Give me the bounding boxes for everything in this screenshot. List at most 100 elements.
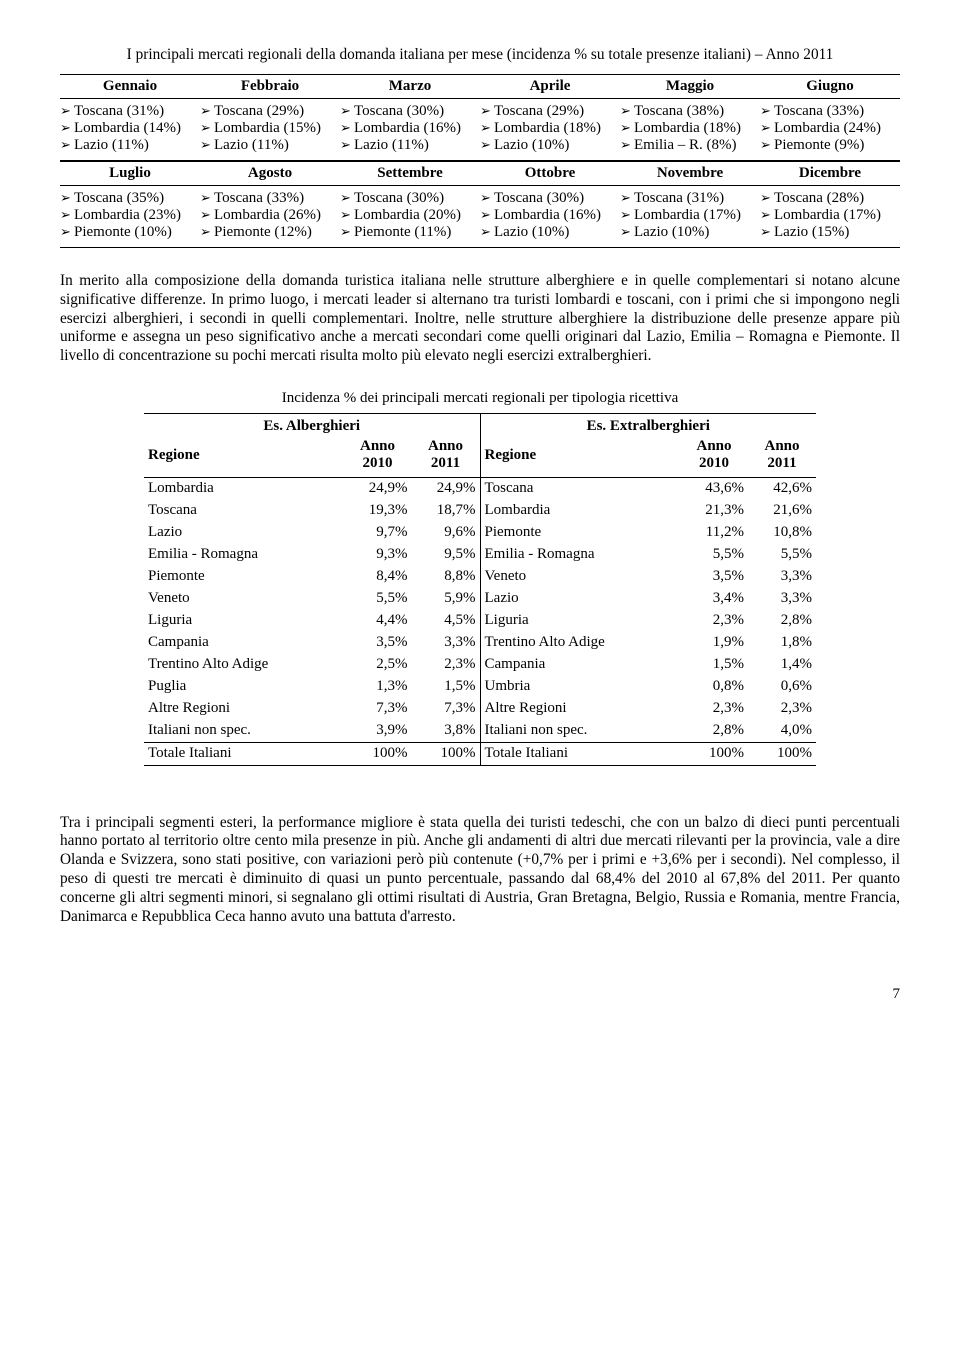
value-cell: 9,6% bbox=[412, 522, 480, 544]
paragraph-2: Tra i principali segmenti esteri, la per… bbox=[60, 814, 900, 927]
month-header: Dicembre bbox=[760, 162, 900, 186]
market-item: Piemonte (9%) bbox=[760, 137, 898, 154]
market-item: Lombardia (23%) bbox=[60, 207, 198, 224]
col-2011: Anno2011 bbox=[748, 437, 816, 477]
month-cell: Toscana (28%)Lombardia (17%)Lazio (15%) bbox=[760, 186, 900, 248]
side-title-right: Es. Extralberghieri bbox=[481, 414, 817, 437]
table-row: Trentino Alto Adige2,5%2,3% bbox=[144, 654, 480, 676]
value-cell: 3,8% bbox=[412, 720, 480, 743]
market-item: Lombardia (20%) bbox=[340, 207, 478, 224]
value-cell: 8,8% bbox=[412, 566, 480, 588]
table-row: Emilia - Romagna5,5%5,5% bbox=[481, 544, 817, 566]
region-cell: Italiani non spec. bbox=[481, 720, 681, 743]
market-item: Lazio (11%) bbox=[340, 137, 478, 154]
month-cell: Toscana (31%)Lombardia (14%)Lazio (11%) bbox=[60, 99, 200, 161]
market-item: Lazio (10%) bbox=[620, 224, 758, 241]
month-cell: Toscana (30%)Lombardia (16%)Lazio (11%) bbox=[340, 99, 480, 161]
month-cell: Toscana (38%)Lombardia (18%)Emilia – R. … bbox=[620, 99, 760, 161]
value-cell: 9,3% bbox=[344, 544, 412, 566]
market-item: Lombardia (18%) bbox=[620, 120, 758, 137]
value-cell: 4,4% bbox=[344, 610, 412, 632]
total-row: Totale Italiani100%100% bbox=[144, 742, 480, 765]
value-cell: 42,6% bbox=[748, 477, 816, 500]
value-cell: 1,8% bbox=[748, 632, 816, 654]
value-cell: 3,5% bbox=[680, 566, 748, 588]
value-cell: 21,3% bbox=[680, 500, 748, 522]
value-cell: 7,3% bbox=[412, 698, 480, 720]
value-cell: 5,5% bbox=[680, 544, 748, 566]
table-row: Lombardia21,3%21,6% bbox=[481, 500, 817, 522]
market-item: Lombardia (15%) bbox=[200, 120, 338, 137]
value-cell: 2,8% bbox=[748, 610, 816, 632]
market-item: Lombardia (17%) bbox=[620, 207, 758, 224]
region-cell: Trentino Alto Adige bbox=[144, 654, 344, 676]
market-item: Toscana (30%) bbox=[340, 103, 478, 120]
value-cell: 0,6% bbox=[748, 676, 816, 698]
market-item: Toscana (29%) bbox=[480, 103, 618, 120]
region-cell: Trentino Alto Adige bbox=[481, 632, 681, 654]
region-cell: Lombardia bbox=[481, 500, 681, 522]
market-item: Piemonte (12%) bbox=[200, 224, 338, 241]
month-cell: Toscana (31%)Lombardia (17%)Lazio (10%) bbox=[620, 186, 760, 248]
value-cell: 1,5% bbox=[680, 654, 748, 676]
market-item: Toscana (31%) bbox=[60, 103, 198, 120]
incidence-title: Incidenza % dei principali mercati regio… bbox=[60, 390, 900, 407]
region-cell: Piemonte bbox=[144, 566, 344, 588]
region-cell: Liguria bbox=[144, 610, 344, 632]
value-cell: 5,5% bbox=[344, 588, 412, 610]
month-header: Ottobre bbox=[480, 162, 620, 186]
market-item: Toscana (29%) bbox=[200, 103, 338, 120]
col-2010: Anno2010 bbox=[680, 437, 748, 477]
region-cell: Altre Regioni bbox=[144, 698, 344, 720]
month-cell: Toscana (30%)Lombardia (16%)Lazio (10%) bbox=[480, 186, 620, 248]
value-cell: 3,5% bbox=[344, 632, 412, 654]
market-item: Lombardia (16%) bbox=[480, 207, 618, 224]
month-cell: Toscana (29%)Lombardia (18%)Lazio (10%) bbox=[480, 99, 620, 161]
paragraph-1: In merito alla composizione della domand… bbox=[60, 272, 900, 366]
months-table-a: GennaioFebbraioMarzoAprileMaggioGiugno T… bbox=[60, 74, 900, 161]
value-cell: 100% bbox=[412, 742, 480, 765]
total-row: Totale Italiani100%100% bbox=[481, 742, 817, 765]
table-row: Piemonte8,4%8,8% bbox=[144, 566, 480, 588]
month-header: Maggio bbox=[620, 75, 760, 99]
market-item: Piemonte (11%) bbox=[340, 224, 478, 241]
table-row: Liguria2,3%2,8% bbox=[481, 610, 817, 632]
value-cell: 2,3% bbox=[748, 698, 816, 720]
region-cell: Liguria bbox=[481, 610, 681, 632]
value-cell: 100% bbox=[680, 742, 748, 765]
value-cell: 1,5% bbox=[412, 676, 480, 698]
month-header: Giugno bbox=[760, 75, 900, 99]
region-cell: Veneto bbox=[144, 588, 344, 610]
value-cell: 1,9% bbox=[680, 632, 748, 654]
table-row: Lazio3,4%3,3% bbox=[481, 588, 817, 610]
market-item: Toscana (33%) bbox=[760, 103, 898, 120]
table-row: Altre Regioni2,3%2,3% bbox=[481, 698, 817, 720]
market-item: Lombardia (14%) bbox=[60, 120, 198, 137]
region-cell: Lombardia bbox=[144, 477, 344, 500]
region-cell: Totale Italiani bbox=[144, 742, 344, 765]
table-row: Campania1,5%1,4% bbox=[481, 654, 817, 676]
region-cell: Lazio bbox=[144, 522, 344, 544]
table-row: Umbria0,8%0,6% bbox=[481, 676, 817, 698]
table-row: Toscana43,6%42,6% bbox=[481, 477, 817, 500]
value-cell: 3,4% bbox=[680, 588, 748, 610]
table-row: Lazio9,7%9,6% bbox=[144, 522, 480, 544]
value-cell: 43,6% bbox=[680, 477, 748, 500]
region-cell: Emilia - Romagna bbox=[144, 544, 344, 566]
table-row: Campania3,5%3,3% bbox=[144, 632, 480, 654]
region-cell: Campania bbox=[144, 632, 344, 654]
market-item: Lombardia (16%) bbox=[340, 120, 478, 137]
value-cell: 2,3% bbox=[680, 610, 748, 632]
value-cell: 24,9% bbox=[412, 477, 480, 500]
market-item: Toscana (31%) bbox=[620, 190, 758, 207]
region-cell: Italiani non spec. bbox=[144, 720, 344, 743]
region-cell: Emilia - Romagna bbox=[481, 544, 681, 566]
market-item: Piemonte (10%) bbox=[60, 224, 198, 241]
side-title-left: Es. Alberghieri bbox=[144, 414, 480, 437]
value-cell: 100% bbox=[748, 742, 816, 765]
market-item: Lazio (11%) bbox=[60, 137, 198, 154]
table-row: Emilia - Romagna9,3%9,5% bbox=[144, 544, 480, 566]
value-cell: 5,5% bbox=[748, 544, 816, 566]
months-table-b: LuglioAgostoSettembreOttobreNovembreDice… bbox=[60, 161, 900, 248]
month-header: Aprile bbox=[480, 75, 620, 99]
